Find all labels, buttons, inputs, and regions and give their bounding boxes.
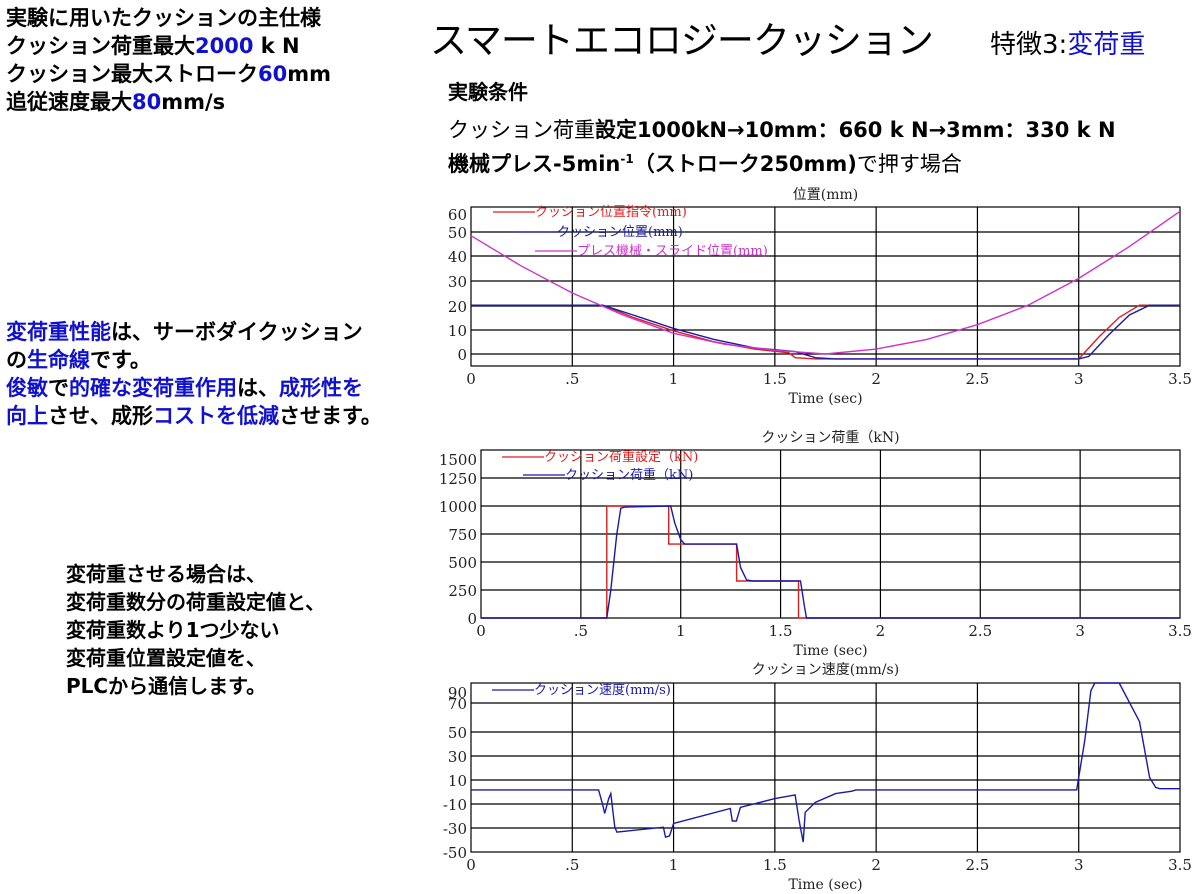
spec-speed: 追従速度最大80mm/s — [6, 90, 226, 114]
svg-text:1: 1 — [669, 856, 679, 874]
plc-communication-note: 変荷重させる場合は、 変荷重数分の荷重設定値と、 変荷重数より1つ少ない 変荷重… — [66, 562, 326, 698]
svg-text:2: 2 — [871, 856, 881, 874]
svg-text:1.5: 1.5 — [769, 622, 793, 640]
svg-text:1: 1 — [676, 622, 686, 640]
svg-text:3: 3 — [1074, 370, 1084, 388]
svg-text:2: 2 — [871, 370, 881, 388]
svg-text:90: 90 — [448, 684, 467, 702]
svg-text:.5: .5 — [565, 370, 579, 388]
variable-load-description: 変荷重性能は、サーボダイクッション の生命線です。 俊敏で的確な変荷重作用は、成… — [6, 320, 382, 428]
svg-text:60: 60 — [448, 206, 467, 224]
svg-text:1.5: 1.5 — [763, 370, 787, 388]
svg-text:クッション位置指令(mm): クッション位置指令(mm) — [535, 205, 687, 220]
svg-text:30: 30 — [448, 748, 467, 766]
svg-text:20: 20 — [448, 298, 467, 316]
spec-block: 実験に用いたクッションの主仕様 クッション荷重最大2000 k N クッション最… — [6, 4, 331, 116]
svg-text:1: 1 — [669, 370, 679, 388]
svg-text:3: 3 — [1074, 856, 1084, 874]
svg-text:0: 0 — [457, 346, 467, 364]
spec-load: クッション荷重最大2000 k N — [6, 34, 300, 58]
svg-text:250: 250 — [448, 582, 477, 600]
svg-text:位置(mm): 位置(mm) — [793, 187, 858, 203]
svg-text:クッション荷重設定（kN): クッション荷重設定（kN) — [544, 449, 698, 465]
svg-text:0: 0 — [476, 622, 486, 640]
spec-load-value: 2000 — [195, 34, 254, 58]
svg-text:プレス機械・スライド位置(mm): プレス機械・スライド位置(mm) — [577, 244, 768, 259]
spec-stroke-value: 60 — [258, 62, 288, 86]
conditions-line-1: クッション荷重設定1000kN→10mm：660 k N→3mm：330 k N — [448, 118, 1116, 142]
svg-text:1250: 1250 — [439, 470, 477, 488]
svg-text:2.5: 2.5 — [968, 622, 992, 640]
svg-text:Time (sec): Time (sec) — [788, 391, 862, 407]
svg-text:.5: .5 — [574, 622, 588, 640]
svg-text:0: 0 — [466, 370, 476, 388]
spec-stroke: クッション最大ストローク60mm — [6, 62, 331, 86]
svg-text:-10: -10 — [443, 796, 467, 814]
svg-text:3: 3 — [1075, 622, 1085, 640]
svg-text:3.5: 3.5 — [1168, 622, 1192, 640]
feature-label: 特徴3:変荷重 — [990, 30, 1146, 60]
svg-text:クッション速度(mm/s): クッション速度(mm/s) — [534, 682, 671, 698]
svg-text:クッション位置(mm): クッション位置(mm) — [557, 225, 683, 240]
svg-text:0: 0 — [466, 856, 476, 874]
svg-text:50: 50 — [448, 224, 467, 242]
conditions-heading: 実験条件 — [448, 80, 528, 104]
svg-text:クッション速度(mm/s): クッション速度(mm/s) — [752, 662, 899, 678]
svg-text:1000: 1000 — [439, 498, 477, 516]
svg-text:.5: .5 — [565, 856, 579, 874]
svg-text:1500: 1500 — [439, 451, 477, 469]
svg-text:0: 0 — [467, 610, 477, 628]
svg-text:Time (sec): Time (sec) — [793, 643, 867, 659]
svg-text:30: 30 — [448, 273, 467, 291]
svg-text:クッション荷重（kN): クッション荷重（kN) — [565, 467, 693, 483]
svg-text:2.5: 2.5 — [965, 856, 989, 874]
svg-text:2.5: 2.5 — [965, 370, 989, 388]
page-title: スマートエコロジークッション — [430, 19, 934, 62]
svg-text:3.5: 3.5 — [1168, 856, 1192, 874]
svg-text:-50: -50 — [443, 844, 467, 862]
svg-text:Time (sec): Time (sec) — [788, 877, 862, 893]
svg-text:クッション荷重（kN): クッション荷重（kN) — [761, 430, 899, 446]
svg-text:3.5: 3.5 — [1168, 370, 1192, 388]
svg-text:750: 750 — [448, 526, 477, 544]
svg-text:2: 2 — [876, 622, 886, 640]
svg-text:40: 40 — [448, 248, 467, 266]
svg-text:500: 500 — [448, 554, 477, 572]
svg-text:70: 70 — [448, 695, 467, 713]
svg-text:1.5: 1.5 — [763, 856, 787, 874]
svg-text:10: 10 — [448, 322, 467, 340]
svg-text:10: 10 — [448, 772, 467, 790]
svg-text:-30: -30 — [443, 820, 467, 838]
svg-text:50: 50 — [448, 724, 467, 742]
conditions-line-2: 機械プレス-5min-1（ストローク250mm)で押す場合 — [448, 152, 962, 176]
spec-speed-value: 80 — [132, 90, 162, 114]
feature-name: 変荷重 — [1067, 30, 1146, 60]
spec-title: 実験に用いたクッションの主仕様 — [6, 6, 321, 30]
